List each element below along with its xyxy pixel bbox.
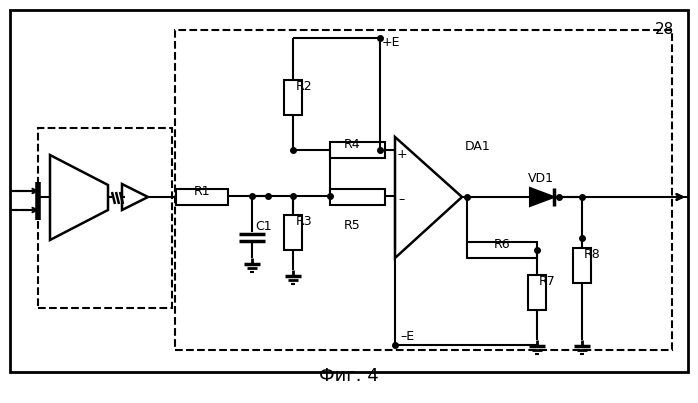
Text: Фиг. 4: Фиг. 4 <box>319 367 379 385</box>
Text: R7: R7 <box>539 275 556 288</box>
Text: VD1: VD1 <box>528 172 554 185</box>
Text: 28: 28 <box>655 22 674 37</box>
Text: –: – <box>399 193 405 206</box>
Text: R5: R5 <box>344 219 361 232</box>
Bar <box>284 80 302 115</box>
Text: +E: +E <box>382 36 401 49</box>
Bar <box>330 189 385 205</box>
Text: DA1: DA1 <box>465 140 491 153</box>
Bar <box>38 128 172 308</box>
Bar <box>176 189 228 205</box>
Polygon shape <box>395 137 462 258</box>
Bar <box>528 275 546 310</box>
Bar <box>573 248 591 283</box>
Text: +: + <box>396 148 408 162</box>
Text: R3: R3 <box>296 215 313 228</box>
Text: R8: R8 <box>584 248 601 261</box>
Bar <box>10 10 688 372</box>
Bar <box>467 242 537 258</box>
Text: R1: R1 <box>193 185 210 198</box>
Bar <box>330 142 385 158</box>
Text: R2: R2 <box>296 80 313 93</box>
Bar <box>175 30 672 350</box>
Text: R6: R6 <box>493 238 510 251</box>
Text: –E: –E <box>400 330 414 343</box>
Text: R4: R4 <box>344 138 361 151</box>
Text: C1: C1 <box>255 220 272 233</box>
Polygon shape <box>530 188 554 206</box>
Bar <box>284 215 302 250</box>
